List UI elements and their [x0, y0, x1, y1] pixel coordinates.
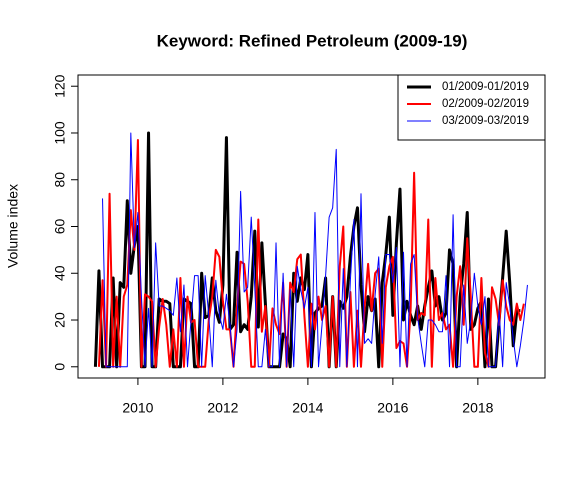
y-tick-label: 100 [52, 121, 68, 145]
chart-title: Keyword: Refined Petroleum (2009-19) [157, 31, 468, 50]
series-line [102, 132, 528, 368]
x-tick-label: 2014 [292, 400, 323, 416]
legend-label: 03/2009-03/2019 [442, 115, 529, 127]
y-tick-label: 20 [52, 312, 68, 328]
series-line [93, 131, 521, 369]
y-tick-label: 0 [52, 363, 68, 371]
legend-box [397, 74, 546, 141]
series-line [97, 139, 525, 368]
y-axis-label: Volume index [5, 184, 21, 268]
legend-label: 02/2009-02/2019 [442, 98, 529, 110]
y-tick-label: 120 [52, 74, 68, 98]
legend-label: 01/2009-01/2019 [442, 81, 529, 93]
y-tick-label: 80 [52, 172, 68, 188]
y-tick-label: 40 [52, 265, 68, 281]
x-tick-label: 2010 [122, 400, 153, 416]
x-tick-label: 2016 [377, 400, 408, 416]
x-tick-label: 2018 [462, 400, 493, 416]
x-tick-label: 2012 [207, 400, 238, 416]
y-tick-label: 60 [52, 219, 68, 235]
